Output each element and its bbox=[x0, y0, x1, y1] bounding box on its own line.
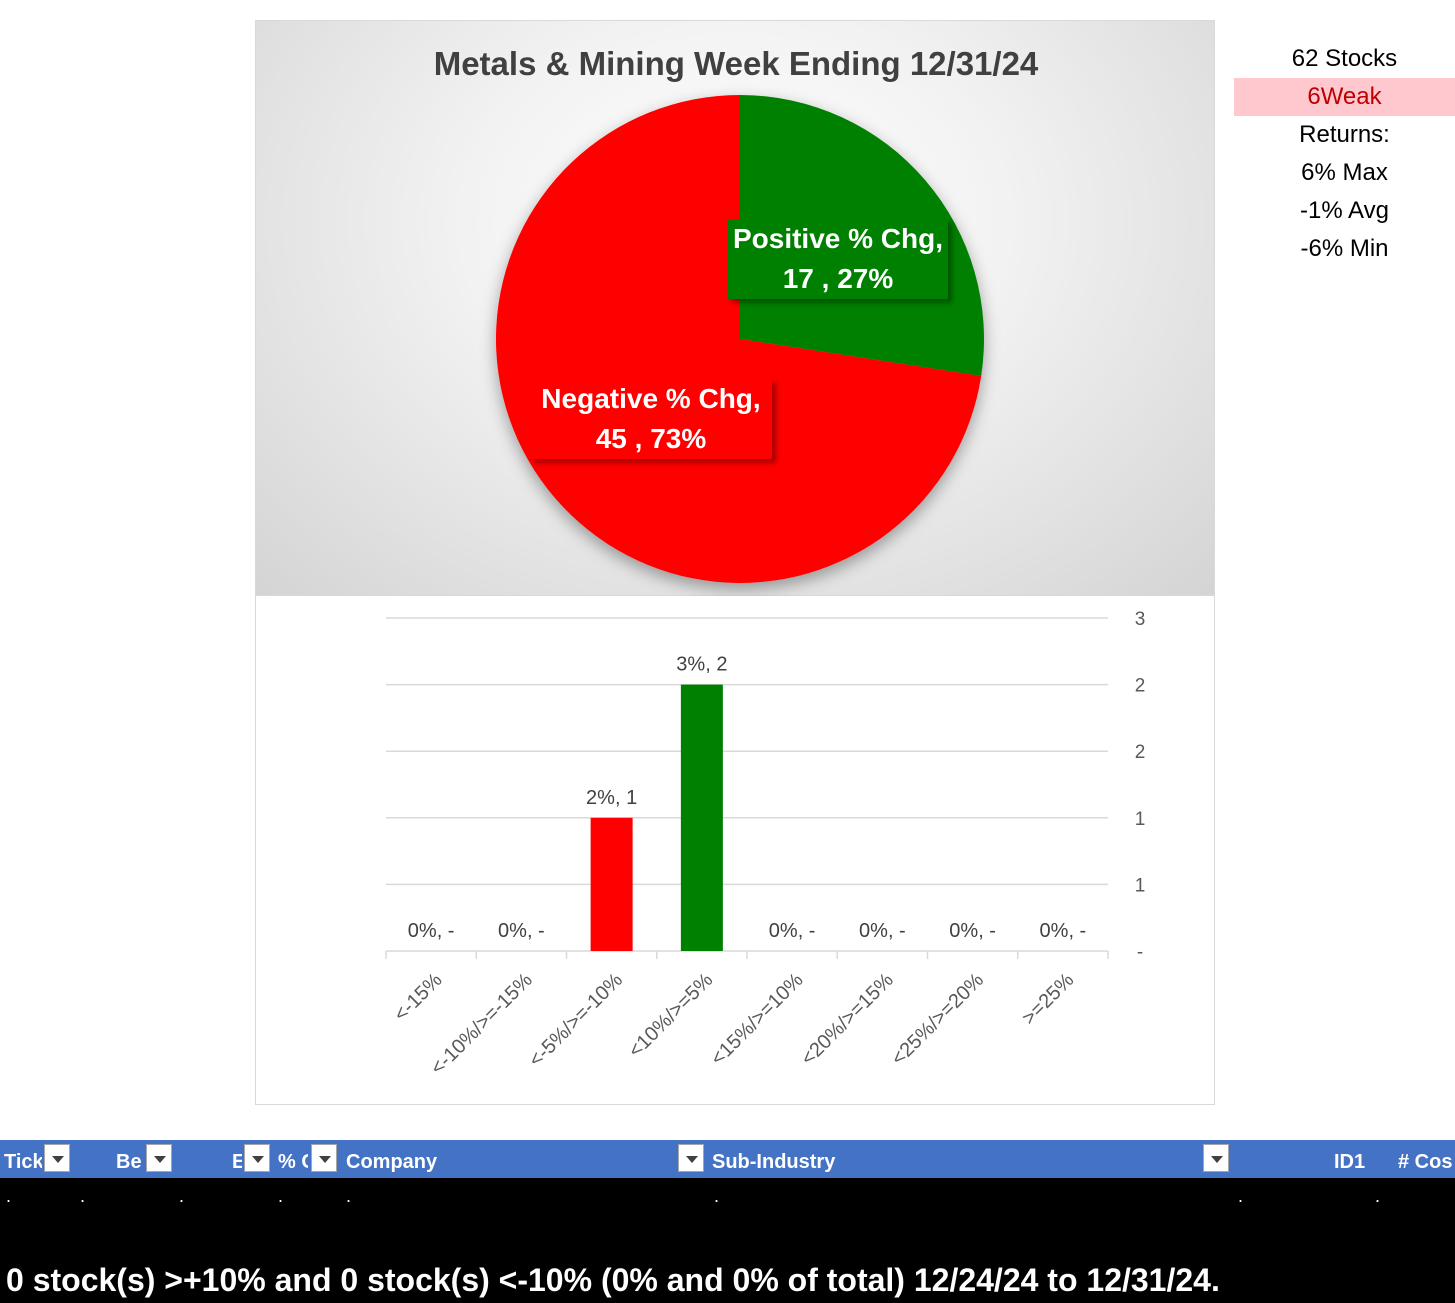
bar-data-label: 0%, - bbox=[859, 920, 906, 942]
bar-data-label: 0%, - bbox=[408, 920, 455, 942]
row-cell-dot: . bbox=[80, 1186, 86, 1206]
filter-dropdown-beta[interactable] bbox=[146, 1144, 172, 1172]
header-company: Company bbox=[346, 1151, 438, 1173]
pie-label-negative: Negative % Chg, 45 , 73% bbox=[530, 379, 772, 459]
pie-slice-negative bbox=[495, 95, 982, 584]
row-cell-dot: . bbox=[278, 1186, 284, 1206]
filter-dropdown-pct-chg[interactable] bbox=[311, 1144, 337, 1172]
bar-data-label: 0%, - bbox=[949, 920, 996, 942]
x-category-label: <-15% bbox=[390, 969, 447, 1026]
summary-text: 0 stock(s) >+10% and 0 stock(s) <-10% (0… bbox=[6, 1262, 1220, 1298]
pie-chart-panel: Metals & Mining Week Ending 12/31/24 Pos… bbox=[255, 20, 1215, 596]
returns-max: 6% Max bbox=[1301, 159, 1388, 186]
header-num-cos: # Cos bbox=[1398, 1151, 1453, 1173]
y-tick-label: 2 bbox=[1135, 742, 1146, 763]
stock-count: 62 Stocks bbox=[1291, 45, 1398, 72]
x-category-label: <25%/>=20% bbox=[887, 969, 988, 1070]
header-beta: Be bbox=[116, 1151, 142, 1173]
x-category-label: <10%/>=5% bbox=[624, 969, 717, 1062]
stats-panel: 62 Stocks 6Weak Returns: 6% Max -1% Avg … bbox=[1234, 40, 1455, 268]
filter-dropdown-sub-industry[interactable] bbox=[1203, 1144, 1229, 1172]
pie-chart-title: Metals & Mining Week Ending 12/31/24 bbox=[433, 45, 1039, 82]
bar bbox=[680, 684, 723, 951]
pie-label-negative-line1: Negative % Chg, bbox=[541, 383, 761, 414]
header-e: E bbox=[232, 1151, 242, 1173]
x-category-label: <15%/>=10% bbox=[707, 969, 808, 1070]
filter-dropdown-company[interactable] bbox=[678, 1144, 704, 1172]
bar-chart-panel: -1 1 2 2 3 0%, - <-15% 0%, - <-10%/>=-15% 2%, 1 <-… bbox=[255, 596, 1215, 1105]
bar bbox=[590, 817, 633, 951]
row-cell-dot: . bbox=[714, 1186, 720, 1206]
y-tick-label: 3 bbox=[1135, 609, 1146, 630]
bar-data-label: 0%, - bbox=[769, 920, 816, 942]
table-body: . . . . . . . . bbox=[0, 1178, 1455, 1303]
returns-label: Returns: bbox=[1299, 121, 1390, 148]
pie-label-negative-line2: 45 , 73% bbox=[595, 423, 707, 454]
returns-avg: -1% Avg bbox=[1300, 197, 1389, 224]
bar-data-label: 3%, 2 bbox=[676, 654, 727, 676]
table-header: Tick Be E % C Company Sub-Industry ID1 #… bbox=[0, 1140, 1455, 1178]
header-ticker: Tick bbox=[4, 1151, 42, 1173]
header-sub-industry: Sub-Industry bbox=[712, 1151, 836, 1173]
y-tick-label: 2 bbox=[1135, 676, 1146, 697]
filter-dropdown-ticker[interactable] bbox=[44, 1144, 70, 1172]
row-cell-dot: . bbox=[346, 1186, 352, 1206]
pie-label-positive-line2: 17 , 27% bbox=[782, 263, 894, 294]
row-cell-dot: . bbox=[6, 1186, 12, 1206]
row-cell-dot: . bbox=[1375, 1186, 1381, 1206]
x-category-label: <20%/>=15% bbox=[797, 969, 898, 1070]
row-cell-dot: . bbox=[179, 1186, 185, 1206]
strength-rating: 6Weak bbox=[1234, 78, 1455, 116]
x-category-label: >=25% bbox=[1018, 969, 1079, 1030]
bar-data-label: 0%, - bbox=[1040, 920, 1087, 942]
filter-dropdown-e[interactable] bbox=[244, 1144, 270, 1172]
x-category-label: <-5%/>=-10% bbox=[525, 969, 628, 1072]
pie-chart bbox=[495, 95, 984, 584]
pie-label-positive: Positive % Chg, 17 , 27% bbox=[728, 219, 948, 299]
header-pct-chg: % C bbox=[278, 1151, 308, 1173]
bar-data-label: 0%, - bbox=[498, 920, 545, 942]
pie-label-positive-line1: Positive % Chg, bbox=[732, 223, 944, 254]
returns-min: -6% Min bbox=[1300, 235, 1389, 262]
bar-data-label: 2%, 1 bbox=[586, 787, 637, 809]
header-id1: ID1 bbox=[1334, 1151, 1366, 1173]
y-tick-label: 1 bbox=[1135, 875, 1146, 896]
row-cell-dot: . bbox=[1238, 1186, 1244, 1206]
y-tick-label: 1 bbox=[1135, 809, 1146, 830]
y-tick-label: - bbox=[1137, 942, 1143, 963]
